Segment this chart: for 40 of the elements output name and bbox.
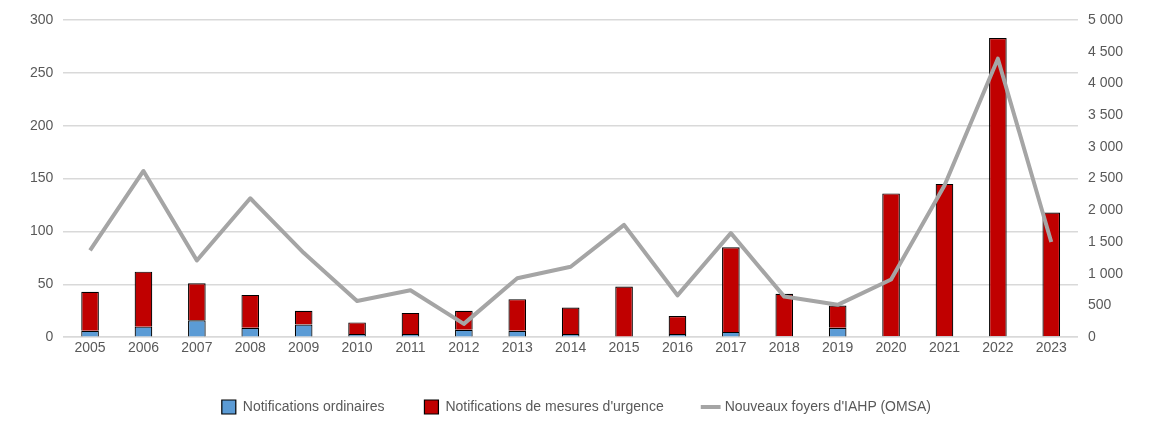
x-tick-label: 2021 [928, 339, 961, 356]
x-tick-label: 2018 [768, 339, 801, 356]
y2-tick-label: 0 [1087, 328, 1096, 345]
y-tick-label: 200 [30, 116, 54, 133]
y2-tick-label: 500 [1087, 296, 1112, 313]
x-tick-label: 2009 [288, 339, 320, 356]
x-tick-label: 2013 [501, 339, 534, 356]
x-tick-label: 2014 [555, 339, 587, 356]
y2-tick-label: 1 000 [1087, 264, 1124, 281]
y-tick-label: 150 [30, 169, 54, 186]
y2-tick-label: 5 000 [1087, 10, 1124, 27]
x-tick-label: 2015 [608, 339, 640, 356]
y-tick-label: 250 [30, 63, 54, 80]
x-tick-label: 2016 [661, 339, 694, 356]
x-tick-label: 2011 [395, 339, 426, 356]
x-tick-label: 2022 [982, 339, 1014, 356]
y-tick-label: 100 [30, 222, 54, 239]
x-tick-label: 2007 [181, 339, 213, 356]
legend-label: Notifications ordinaires [242, 397, 385, 414]
y-tick-label: 0 [45, 328, 54, 345]
y-tick-label: 50 [37, 275, 54, 292]
x-tick-label: 2020 [875, 339, 907, 356]
y2-tick-label: 1 500 [1087, 232, 1124, 249]
y2-tick-label: 2 500 [1087, 169, 1124, 186]
x-tick-label: 2005 [74, 339, 106, 356]
y-tick-label: 300 [30, 10, 54, 27]
y2-tick-label: 3 000 [1087, 137, 1124, 154]
legend-label: Nouveaux foyers d'IAHP (OMSA) [724, 397, 931, 414]
y2-tick-label: 4 500 [1087, 42, 1124, 59]
y2-tick-label: 4 000 [1087, 74, 1124, 91]
x-tick-label: 2017 [715, 339, 747, 356]
x-tick-label: 2019 [822, 339, 854, 356]
y2-tick-label: 2 000 [1087, 201, 1124, 218]
x-tick-label: 2006 [127, 339, 160, 356]
x-tick-label: 2012 [448, 339, 480, 356]
legend-label: Notifications de mesures d'urgence [445, 397, 664, 414]
y2-tick-label: 3 500 [1087, 106, 1124, 123]
x-tick-label: 2008 [234, 339, 267, 356]
x-tick-label: 2023 [1035, 339, 1068, 356]
x-tick-label: 2010 [341, 339, 373, 356]
